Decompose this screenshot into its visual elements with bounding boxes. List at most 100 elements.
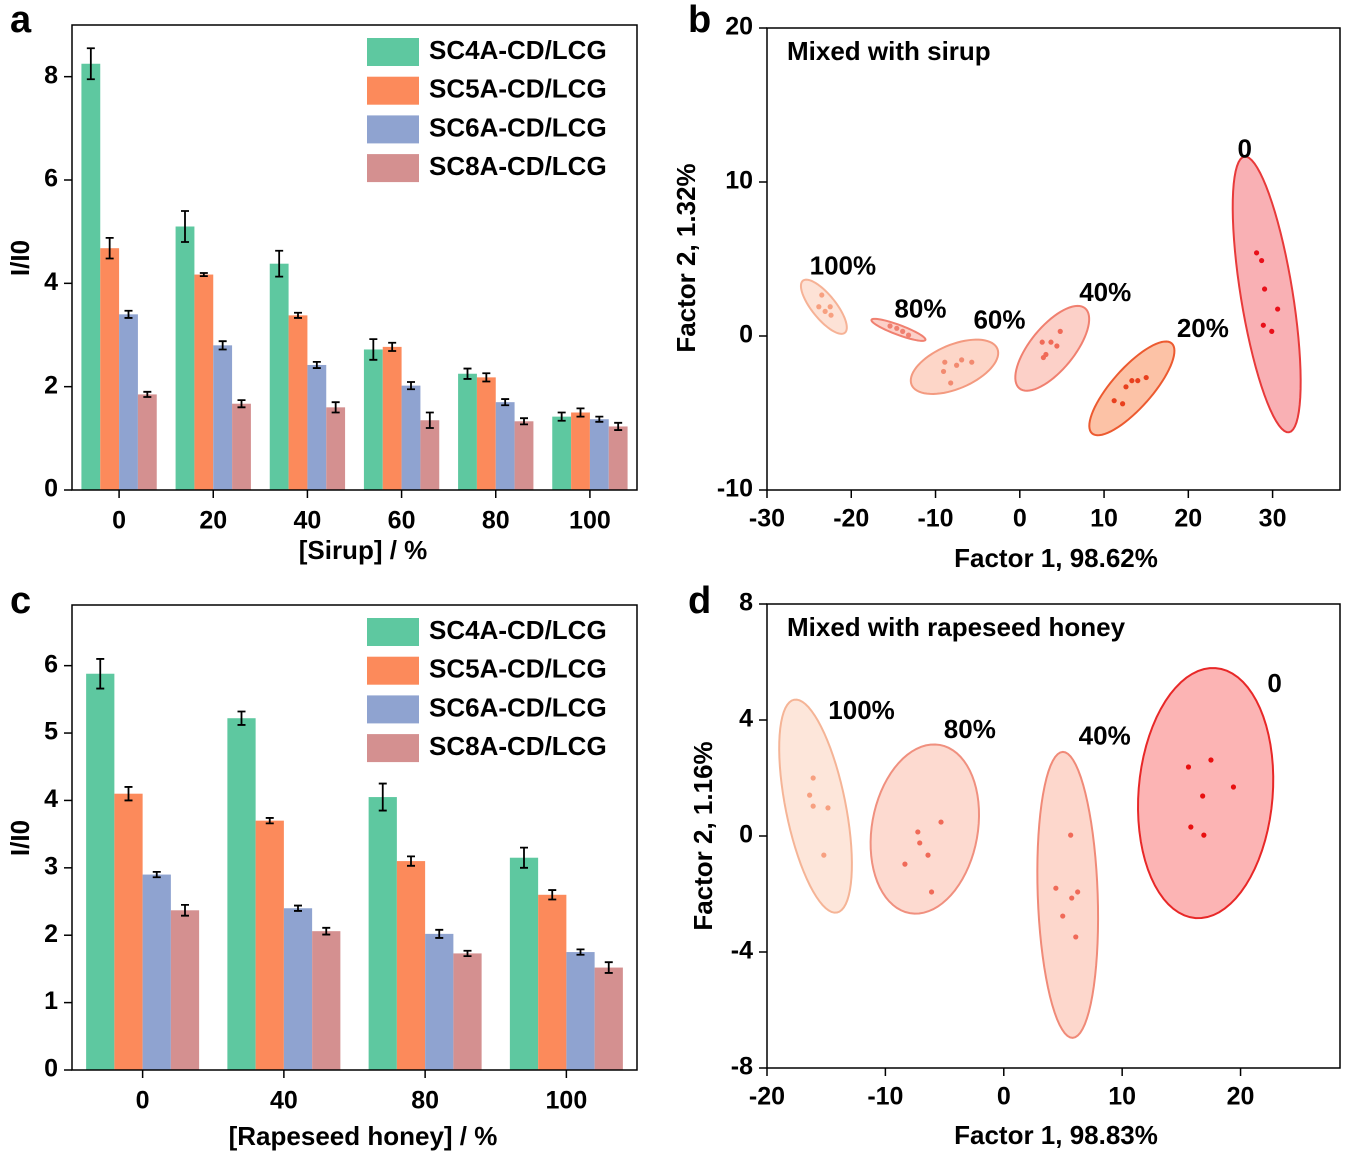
group-label: 40% (1079, 277, 1131, 307)
point (1230, 784, 1237, 790)
point (810, 803, 816, 809)
bar (420, 420, 440, 490)
legend-swatch (367, 76, 419, 105)
point (1269, 328, 1275, 334)
point (1201, 832, 1207, 838)
legend-swatch (367, 38, 419, 66)
error-bar (369, 338, 378, 361)
point (1259, 257, 1265, 264)
x-tick-label: 100 (569, 507, 611, 535)
bar (170, 910, 200, 1070)
x-tick-label: 10 (1090, 505, 1118, 533)
point (902, 861, 908, 867)
bar (458, 373, 477, 490)
x-tick-label: 20 (1174, 505, 1202, 533)
bar (538, 894, 567, 1070)
bar (608, 426, 628, 490)
error-bar (520, 846, 528, 869)
point (819, 292, 825, 298)
plot-frame (71, 604, 638, 1071)
bar (307, 364, 327, 490)
group-label: 80% (894, 294, 946, 324)
x-tick-label: 60 (388, 507, 416, 535)
point (1135, 378, 1141, 384)
y-tick-label: 6 (44, 165, 58, 193)
bar (589, 419, 609, 490)
legend-swatch (367, 695, 419, 724)
point (1060, 913, 1066, 919)
point (969, 359, 975, 365)
x-tick-label: 40 (270, 1087, 298, 1115)
error-bar (152, 870, 161, 879)
x-tick-label: -30 (749, 505, 785, 533)
panel-label: b (688, 0, 711, 41)
point (1075, 889, 1081, 895)
bar (86, 673, 115, 1070)
point (905, 332, 912, 338)
error-bar (312, 360, 321, 369)
y-tick-label: 10 (725, 167, 753, 195)
point (917, 840, 923, 846)
point (1040, 354, 1046, 361)
error-bar (501, 398, 510, 407)
point (1200, 793, 1206, 799)
panel-label: a (10, 0, 32, 41)
legend-swatch (367, 154, 419, 183)
group-label: 0 (1237, 133, 1251, 163)
error-bar (275, 249, 284, 278)
x-axis-label: [Sirup] / % (299, 535, 428, 565)
bar (326, 407, 346, 490)
y-tick-label: 0 (44, 1055, 58, 1083)
legend-label: SC4A-CD/LCG (429, 615, 607, 645)
bar (119, 314, 138, 490)
confidence-ellipse (909, 338, 1000, 395)
x-tick-label: 30 (1259, 505, 1287, 533)
legend-label: SC6A-CD/LCG (429, 692, 607, 722)
plot-title: Mixed with rapeseed honey (787, 612, 1126, 642)
y-tick-label: 6 (44, 650, 58, 678)
bar (495, 402, 515, 490)
bar (382, 346, 402, 490)
bar (142, 874, 171, 1070)
error-bar (86, 47, 95, 81)
point (894, 325, 900, 331)
confidence-ellipse (1088, 340, 1176, 437)
x-tick-label: -10 (917, 505, 953, 533)
bar (566, 952, 595, 1070)
error-bar (199, 272, 208, 277)
bar (401, 385, 421, 490)
group-label: 20% (1177, 313, 1229, 343)
error-bar (237, 399, 246, 409)
error-bar (557, 411, 566, 422)
point (915, 829, 921, 835)
error-bar (576, 407, 585, 418)
confidence-ellipse (799, 278, 848, 335)
y-tick-label: -8 (731, 1053, 753, 1081)
error-bar (331, 401, 340, 414)
point (1053, 885, 1059, 891)
plot-frame (71, 24, 638, 491)
bar (363, 349, 383, 490)
error-bar (595, 415, 604, 423)
bar (288, 315, 308, 490)
error-bar (378, 782, 387, 812)
y-tick-label: 3 (44, 852, 58, 880)
error-bar (181, 210, 189, 243)
bar (232, 403, 251, 490)
point (1208, 757, 1214, 763)
point (1260, 322, 1266, 328)
error-bar (124, 786, 133, 802)
point (1068, 832, 1074, 838)
error-bar (294, 311, 302, 319)
bar (269, 263, 289, 490)
point (1073, 934, 1079, 940)
y-tick-label: -4 (731, 937, 753, 965)
bar (213, 345, 233, 490)
x-tick-label: 40 (294, 507, 322, 535)
point (1188, 824, 1194, 830)
error-bar (548, 889, 557, 901)
y-tick-label: 4 (739, 705, 753, 733)
x-tick-label: 0 (997, 1083, 1011, 1111)
point (825, 805, 831, 811)
